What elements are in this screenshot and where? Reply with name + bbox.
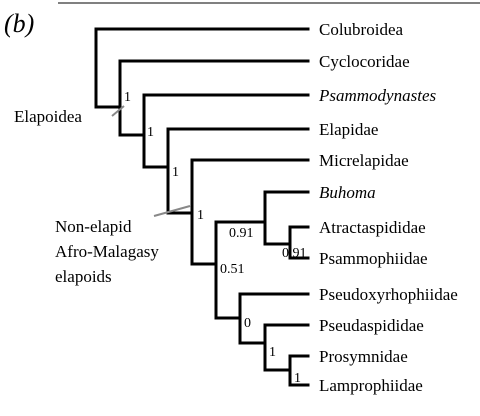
branch-n6 [263, 190, 310, 246]
taxon-label: Pseudaspididae [319, 316, 424, 335]
branch-n3 [166, 127, 310, 215]
tree-branches [94, 27, 310, 387]
support-value: 0.91 [229, 226, 254, 241]
support-value: 0.91 [282, 246, 307, 261]
branch-n4 [190, 158, 310, 266]
group-label-elapoidea: Elapoidea [14, 107, 82, 126]
taxon-label: Cyclocoridae [319, 52, 410, 71]
taxon-labels: Colubroidea Cyclocoridae Psammodynastes … [318, 20, 458, 395]
taxon-label: Buhoma [319, 183, 376, 202]
group-label-line: elapoids [55, 267, 112, 286]
support-value: 1 [147, 125, 154, 140]
support-values: 1 1 1 1 0.91 0.91 0.51 0 1 1 [124, 90, 307, 386]
branch-n7 [288, 225, 310, 260]
taxon-label: Elapidae [319, 120, 378, 139]
branch-n10 [288, 354, 310, 387]
taxon-label: Lamprophiidae [319, 376, 423, 395]
support-value: 0.51 [220, 262, 245, 277]
branch-n1 [118, 59, 310, 137]
branch-n8 [238, 292, 310, 345]
support-value: 0 [244, 316, 251, 331]
group-label-line: Afro-Malagasy [55, 242, 159, 261]
elapoidea-pointer [111, 105, 125, 117]
support-value: 1 [172, 165, 179, 180]
branch-n5-stem [214, 220, 242, 320]
branch-n9 [263, 323, 310, 372]
support-value: 1 [269, 345, 276, 360]
taxon-label: Atractaspididae [319, 218, 426, 237]
group-label-non-elapid: Non-elapid Afro-Malagasy elapoids [55, 217, 159, 286]
branch-n2 [142, 93, 310, 169]
support-value: 1 [197, 208, 204, 223]
taxon-label: Colubroidea [319, 20, 403, 39]
panel-label: (b) [4, 9, 34, 38]
taxon-label: Psammodynastes [318, 86, 436, 105]
group-label-line: Non-elapid [55, 217, 132, 236]
non-elapid-pointer [153, 205, 191, 217]
taxon-label: Micrelapidae [319, 151, 409, 170]
taxon-label: Pseudoxyrhophiidae [319, 285, 458, 304]
support-value: 1 [294, 371, 301, 386]
support-value: 1 [124, 90, 131, 105]
taxon-label: Psammophiidae [319, 249, 428, 268]
branch-root [94, 27, 310, 109]
taxon-label: Prosymnidae [319, 347, 408, 366]
